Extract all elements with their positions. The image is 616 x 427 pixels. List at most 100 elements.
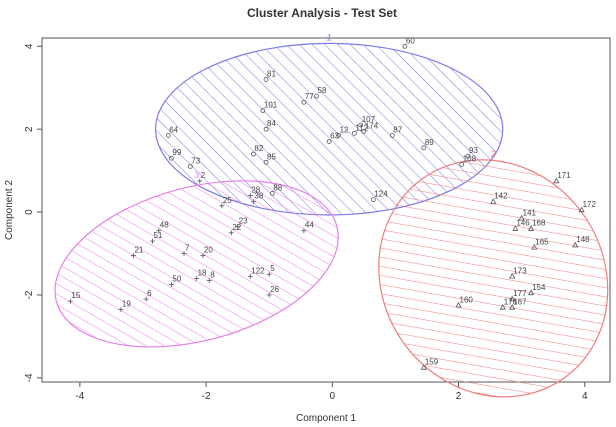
data-point: 20	[200, 246, 213, 259]
point-label: 141	[523, 208, 537, 217]
x-tick-label: 4	[582, 391, 588, 402]
data-point: 122	[247, 266, 265, 279]
data-point: 160	[455, 295, 473, 308]
point-label: 174	[365, 121, 379, 130]
cluster-label-1: 1	[327, 32, 332, 42]
data-point: 18	[194, 268, 207, 281]
data-point: 64	[165, 125, 179, 138]
point-label: 142	[494, 192, 508, 201]
point-label: 18	[198, 268, 207, 277]
data-point: 148	[572, 235, 590, 248]
data-point: 171	[553, 171, 571, 184]
data-point: 73	[187, 156, 201, 169]
point-label: 7	[185, 244, 190, 253]
data-point: 8	[206, 270, 215, 283]
data-point: 141	[518, 208, 537, 221]
cluster-label-3: 3	[194, 170, 199, 180]
data-point: 112	[351, 123, 369, 136]
data-point: 25	[219, 196, 232, 209]
point-label: 6	[147, 289, 152, 298]
x-tick-label: 2	[456, 391, 462, 402]
point-label: 173	[513, 266, 527, 275]
data-point: 22	[228, 223, 242, 236]
point-label: 89	[425, 138, 434, 147]
point-label: 77	[305, 92, 314, 101]
point-label: 93	[469, 146, 478, 155]
point-label: 99	[172, 148, 181, 157]
cluster-ellipse-3	[54, 180, 339, 348]
point-label: 73	[191, 156, 200, 165]
data-point: 172	[578, 200, 597, 213]
data-point: 154	[528, 283, 546, 296]
cluster-label-2: 2	[490, 149, 496, 159]
data-point: 168	[528, 219, 546, 231]
point-label: 19	[122, 299, 131, 308]
data-point: 77	[301, 92, 314, 105]
data-point: 85	[263, 152, 276, 165]
y-tick-label: 2	[24, 126, 35, 132]
data-point: 165	[531, 237, 549, 250]
point-label: 60	[406, 36, 415, 45]
data-point: 12	[336, 125, 349, 138]
data-point: 93	[465, 146, 478, 159]
data-point: 84	[263, 119, 276, 132]
data-point: 50	[168, 275, 182, 288]
data-point: 28	[247, 185, 261, 198]
y-axis-ticks: -4 -2 0 2 4	[24, 43, 42, 382]
data-point: 146	[512, 219, 530, 231]
y-tick-label: 4	[24, 43, 35, 49]
point-label: 20	[204, 246, 213, 255]
data-point: 176	[499, 297, 518, 310]
data-point: 15	[67, 291, 81, 304]
point-label: 171	[557, 171, 571, 180]
y-tick-label: 0	[24, 209, 35, 215]
point-label: 159	[425, 357, 439, 366]
point-label: 167	[513, 297, 527, 306]
point-label: 176	[504, 297, 518, 306]
data-point: 5	[266, 264, 275, 277]
point-label: 25	[223, 196, 232, 205]
x-tick-label: 0	[330, 391, 336, 402]
point-label: 63	[330, 132, 339, 141]
point-label: 165	[535, 237, 549, 246]
point-label: 146	[516, 219, 530, 228]
point-label: 12	[340, 125, 349, 134]
point-label: 85	[267, 152, 276, 161]
data-point: 174	[361, 121, 379, 134]
data-point: 173	[509, 266, 527, 279]
data-point: 26	[266, 285, 280, 298]
data-point: 167	[509, 297, 527, 310]
x-axis-label: Component 1	[296, 413, 356, 424]
point-label: 172	[583, 200, 597, 209]
x-tick-label: -2	[202, 391, 211, 402]
point-label: 108	[463, 154, 477, 163]
point-label: 112	[355, 123, 368, 132]
data-point: 58	[314, 86, 327, 99]
x-tick-label: -4	[75, 391, 84, 402]
data-point: 19	[118, 299, 131, 312]
data-point: 107	[358, 115, 376, 128]
y-axis-label: Component 2	[4, 180, 15, 240]
data-point: 159	[420, 357, 439, 370]
point-label: 81	[267, 69, 276, 78]
point-label: 124	[374, 190, 388, 199]
point-label: 23	[239, 217, 248, 226]
point-label: 26	[270, 285, 279, 294]
point-label: 51	[153, 231, 162, 240]
chart-title: Cluster Analysis - Test Set	[247, 6, 397, 20]
point-label: 38	[254, 192, 263, 201]
data-point: 142	[490, 192, 508, 204]
point-label: 28	[251, 185, 260, 194]
data-point: 48	[156, 221, 169, 234]
point-label: 44	[305, 221, 314, 230]
data-point: 23	[235, 217, 248, 230]
point-label: 82	[254, 144, 263, 153]
x-axis-ticks: -4 -2 0 2 4	[75, 382, 588, 402]
point-label: 2	[201, 171, 206, 180]
point-label: 154	[532, 283, 546, 292]
data-point: 108	[459, 154, 477, 167]
data-point: 88	[269, 183, 283, 196]
point-label: 22	[232, 223, 241, 232]
